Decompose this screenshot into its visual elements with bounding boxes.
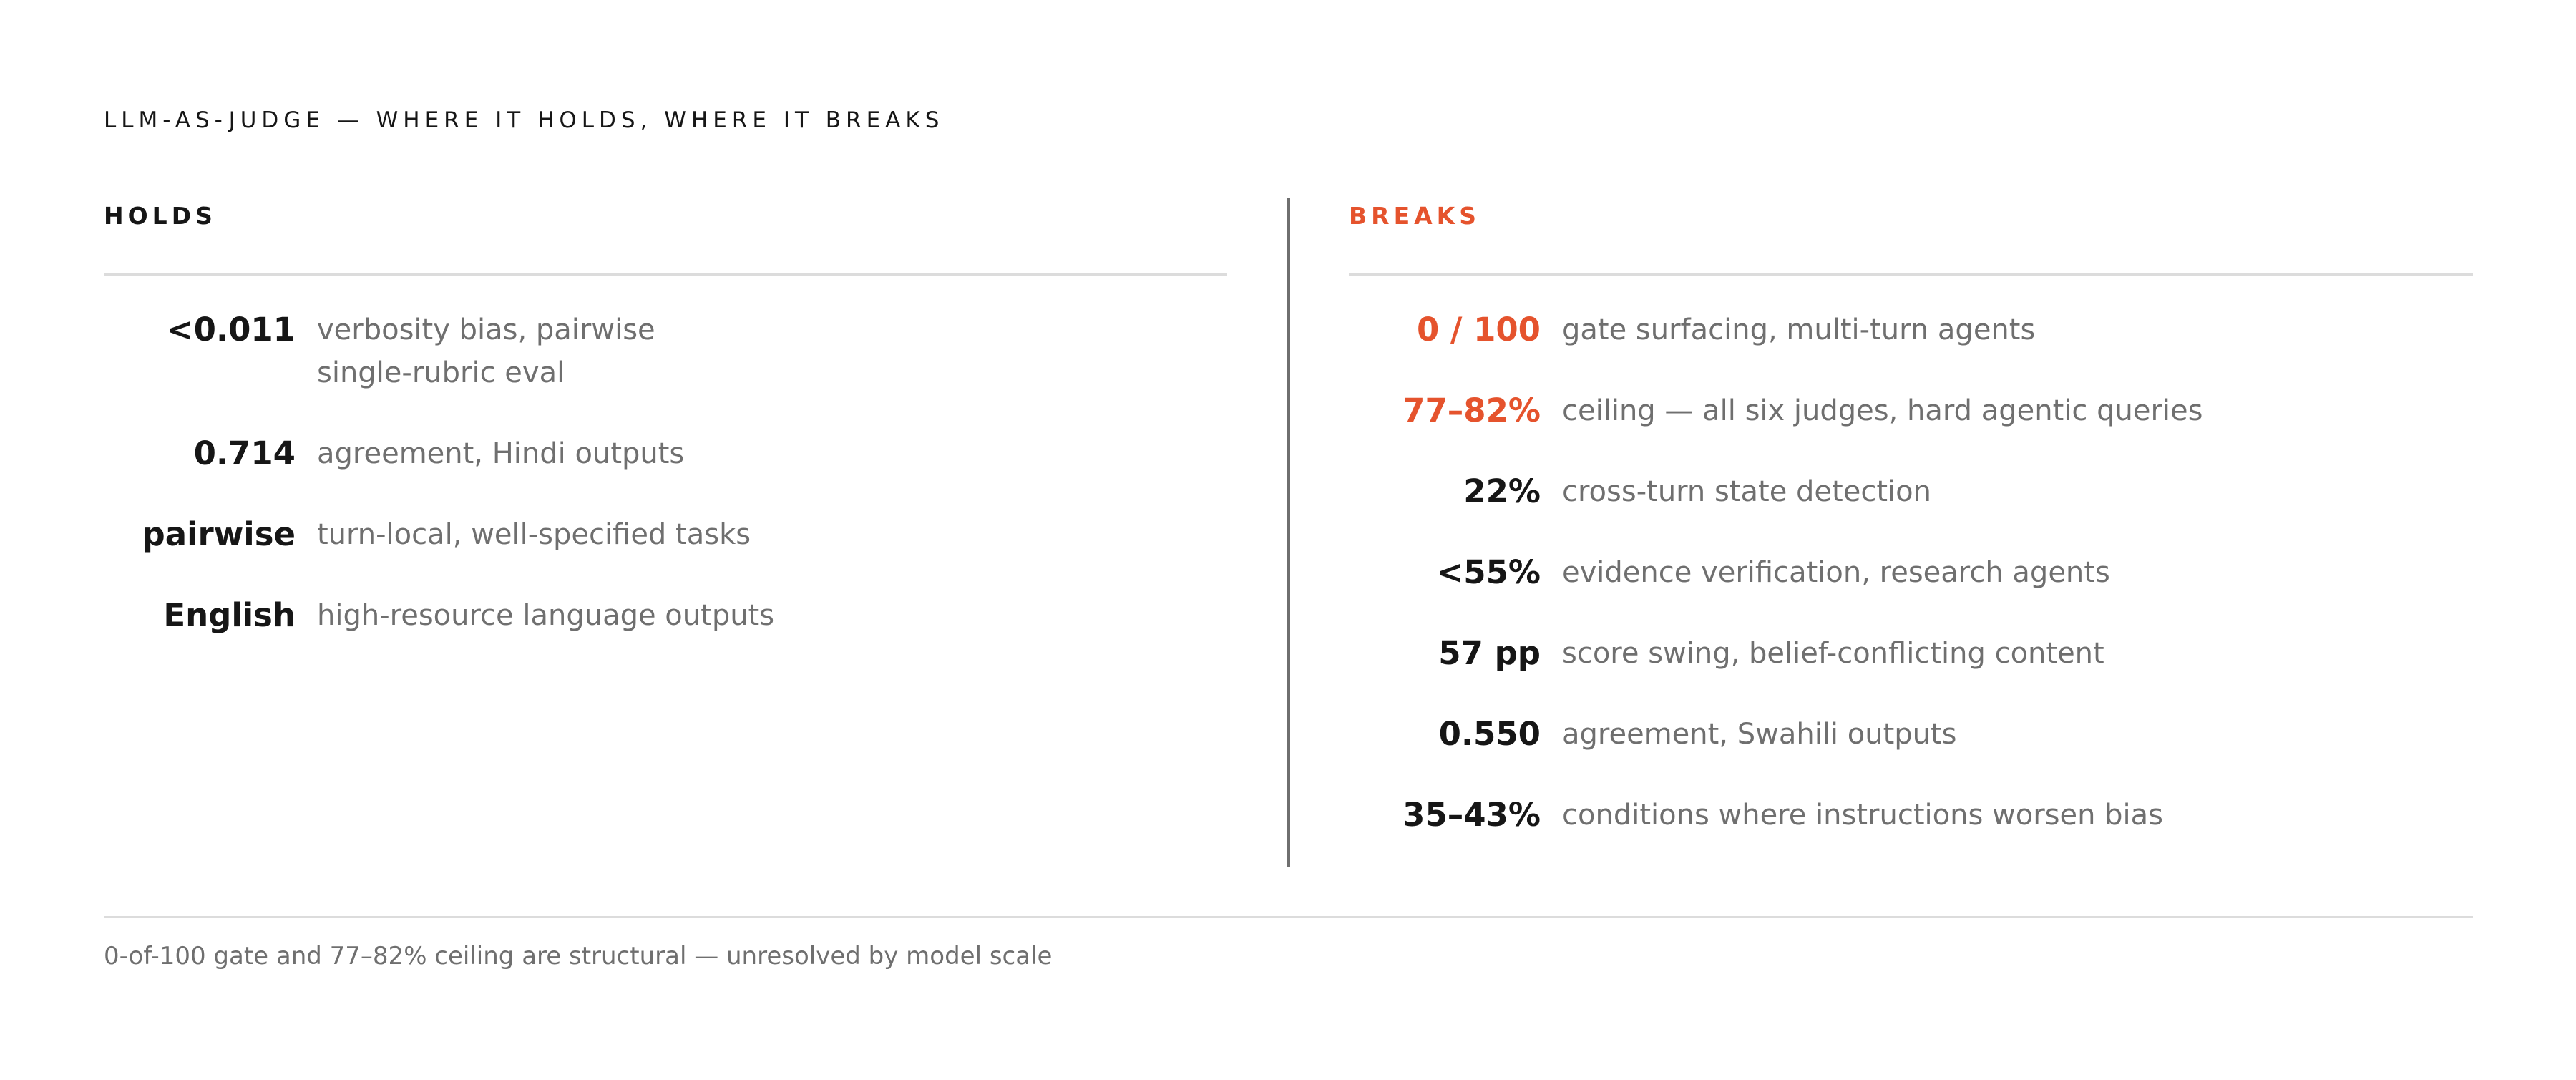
description-line: cross-turn state detection <box>1562 475 1931 508</box>
stat-value: 0 / 100 <box>1416 311 1541 349</box>
footer-note: 0-of-100 gate and 77–82% ceiling are str… <box>104 942 1053 970</box>
rule <box>104 916 2473 918</box>
stat-value: 0.714 <box>193 434 296 472</box>
stat-row: 22% cross-turn state detection <box>1349 470 2202 513</box>
description-line: score swing, belief-conflicting content <box>1562 637 2104 670</box>
stat-row: <0.011 verbosity bias, pairwise single-rub… <box>104 308 774 394</box>
stat-description: high-resource language outputs <box>317 594 774 637</box>
stat-description: score swing, belief-conflicting content <box>1562 632 2104 675</box>
holds-list: <0.011 verbosity bias, pairwise single-rub… <box>104 308 775 637</box>
description-line: high-resource language outputs <box>317 599 775 632</box>
stat-description: evidence verification, research agents <box>1562 551 2110 594</box>
description-line: conditions where instructions worsen bia… <box>1562 799 2164 832</box>
stat-description: ceiling — all six judges, hard agentic q… <box>1562 389 2202 432</box>
stat-description: turn-local, well-specified tasks <box>317 513 751 556</box>
description-line: single-rubric eval <box>317 356 565 389</box>
title: LLM-AS-JUDGE — WHERE IT HOLDS, WHERE IT … <box>104 107 945 133</box>
divider <box>1287 198 1290 867</box>
stat-value: pairwise <box>142 515 296 553</box>
stat-row: 77–82% ceiling — all six judges, hard age… <box>1349 389 2202 432</box>
breaks-list: 0 / 100 gate surfacing, multi-turn agents… <box>1349 308 2202 837</box>
stat-value: 57 pp <box>1438 634 1541 672</box>
breaks-heading: BREAKS <box>1349 202 1480 230</box>
stat-row: 0.550 agreement, Swahili outputs <box>1349 713 2202 756</box>
description-line: gate surfacing, multi-turn agents <box>1562 313 2036 346</box>
description-line: agreement, Hindi outputs <box>317 437 685 470</box>
stat-row: 0 / 100 gate surfacing, multi-turn agents <box>1349 308 2202 351</box>
description-line: verbosity bias, pairwise <box>317 313 655 346</box>
stat-row: 0.714 agreement, Hindi outputs <box>104 432 774 475</box>
description-line: evidence verification, research agents <box>1562 556 2110 589</box>
stat-description: cross-turn state detection <box>1562 470 1931 513</box>
holds-heading: HOLDS <box>104 202 217 230</box>
stat-value: 77–82% <box>1402 391 1541 429</box>
rule <box>1349 273 2473 276</box>
stat-row: 57 pp score swing, belief-conflicting con… <box>1349 632 2202 675</box>
stat-description: agreement, Hindi outputs <box>317 432 684 475</box>
description-line: ceiling — all six judges, hard agentic q… <box>1562 394 2203 427</box>
stat-row: 35–43% conditions where instructions wors… <box>1349 794 2202 837</box>
stat-description: conditions where instructions worsen bia… <box>1562 794 2163 837</box>
description-line: turn-local, well-specified tasks <box>317 518 751 551</box>
stat-description: gate surfacing, multi-turn agents <box>1562 308 2035 351</box>
stat-row: English high-resource language outputs <box>104 594 774 637</box>
stat-value: 0.550 <box>1438 715 1541 753</box>
stat-description: verbosity bias, pairwise single-rubric ev… <box>317 308 655 394</box>
stat-value: 35–43% <box>1402 796 1541 834</box>
stat-description: agreement, Swahili outputs <box>1562 713 1957 756</box>
stat-value: English <box>163 596 296 634</box>
stat-value: <0.011 <box>166 311 296 349</box>
stat-row: <55% evidence verification, research agen… <box>1349 551 2202 594</box>
rule <box>104 273 1227 276</box>
stat-value: <55% <box>1436 553 1541 591</box>
stat-value: 22% <box>1463 472 1541 510</box>
stat-row: pairwise turn-local, well-specified tasks <box>104 513 774 556</box>
description-line: agreement, Swahili outputs <box>1562 718 1957 751</box>
